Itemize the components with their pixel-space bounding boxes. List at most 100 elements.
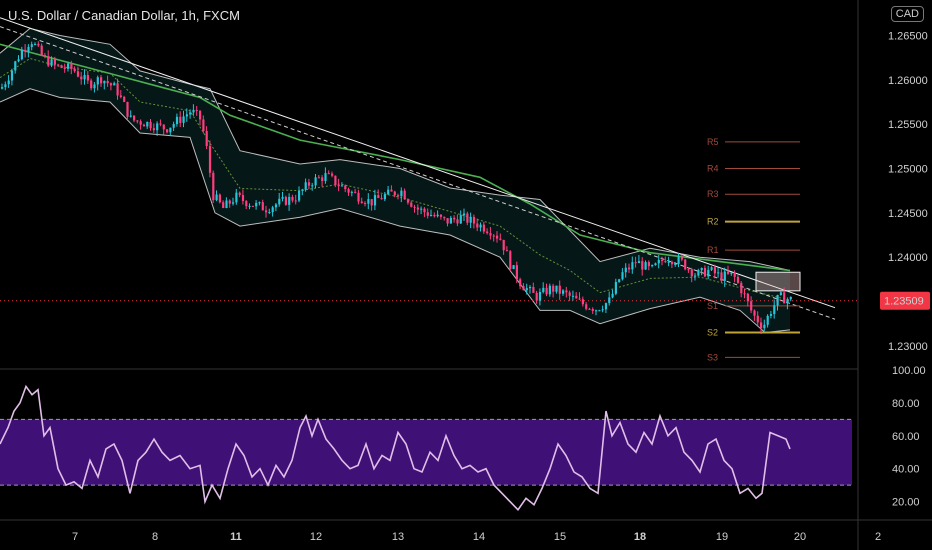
candle-body: [624, 267, 627, 273]
candle-body: [109, 83, 113, 86]
candle-body: [482, 224, 485, 232]
candle-body: [707, 269, 710, 277]
candle-body: [337, 184, 340, 187]
candle-body: [57, 64, 60, 66]
candle-body: [218, 194, 221, 203]
candle-body: [766, 315, 769, 325]
candle-body: [581, 299, 584, 305]
candle-body: [403, 190, 406, 200]
candle-body: [443, 216, 446, 219]
candle-body: [347, 189, 350, 193]
candle-body: [436, 214, 439, 217]
candle-body: [555, 285, 558, 292]
candle-body: [373, 195, 377, 206]
candle-body: [199, 110, 202, 120]
rsi-tick-label: 80.00: [892, 398, 920, 410]
candle-body: [393, 191, 396, 196]
candle-body: [558, 285, 561, 294]
candle-body: [166, 129, 169, 133]
candle-body: [601, 309, 604, 311]
candle-body: [753, 310, 756, 316]
candle-body: [529, 286, 532, 289]
candle-body: [70, 63, 73, 69]
candle-body: [340, 185, 344, 187]
currency-badge[interactable]: CAD: [890, 6, 924, 22]
candle-body: [736, 276, 740, 283]
candle-body: [232, 202, 235, 204]
candle-body: [763, 324, 766, 329]
candle-body: [116, 83, 119, 96]
candle-body: [364, 203, 367, 205]
candle-body: [212, 172, 215, 201]
candle-body: [76, 71, 80, 77]
price-pane: R5 R4 R3 R2 R1 S1 S2 S3: [0, 17, 858, 362]
candle-body: [321, 177, 324, 182]
candle-body: [43, 55, 47, 57]
rsi-band: [0, 419, 852, 486]
price-tick-label: 1.24500: [888, 208, 928, 220]
candle-body: [152, 128, 155, 131]
candle-body: [717, 272, 720, 274]
candle-body: [492, 235, 495, 237]
candle-body: [63, 67, 66, 69]
candle-body: [40, 45, 43, 56]
rsi-tick-label: 20.00: [892, 497, 920, 509]
candle-body: [142, 124, 146, 127]
time-tick-label: 12: [310, 531, 322, 543]
candle-body: [370, 199, 373, 206]
pivot-label-s2: S2: [707, 328, 718, 338]
candle-body: [7, 80, 10, 85]
candle-body: [585, 304, 588, 309]
candle-body: [769, 314, 773, 316]
rsi-tick-label: 40.00: [892, 464, 920, 476]
candle-body: [50, 59, 53, 66]
candle-body: [433, 215, 436, 217]
candle-body: [664, 261, 667, 263]
candle-body: [255, 202, 258, 207]
time-tick-label: 11: [230, 531, 242, 543]
candle-body: [446, 218, 449, 224]
rsi-line: [0, 384, 791, 512]
candle-body: [608, 297, 611, 304]
candle-body: [172, 124, 175, 128]
candle-body: [515, 265, 518, 280]
price-tick-label: 1.25000: [888, 163, 928, 175]
rsi-tick-label: 100.00: [892, 365, 926, 377]
candle-body: [291, 196, 294, 201]
candle-body: [288, 196, 291, 205]
candle-body: [400, 190, 403, 197]
time-tick-label: 18: [634, 531, 646, 543]
candle-body: [670, 261, 674, 265]
candle-body: [261, 202, 264, 211]
candle-body: [331, 173, 334, 176]
candle-body: [307, 182, 311, 186]
candle-body: [654, 263, 657, 266]
candle-body: [680, 256, 683, 260]
candle-body: [169, 127, 172, 133]
candle-body: [301, 189, 304, 191]
candle-body: [578, 298, 581, 300]
candle-body: [27, 46, 30, 52]
candle-body: [727, 271, 730, 274]
candle-body: [598, 310, 601, 312]
candle-body: [631, 262, 634, 270]
rsi-pane: [0, 384, 852, 512]
candle-body: [489, 233, 492, 236]
price-tick-label: 1.26000: [888, 75, 928, 87]
candle-body: [505, 250, 509, 252]
candle-body: [265, 210, 268, 213]
candle-body: [756, 315, 759, 323]
candle-body: [354, 191, 357, 193]
candle-body: [334, 175, 337, 185]
candle-body: [565, 290, 568, 293]
candle-body: [723, 271, 726, 281]
candle-body: [690, 269, 693, 277]
pivot-label-r3: R3: [707, 189, 719, 199]
candle-body: [568, 292, 571, 296]
chart-title: U.S. Dollar / Canadian Dollar, 1h, FXCM: [8, 8, 240, 23]
candle-body: [674, 263, 677, 265]
candle-body: [208, 146, 212, 173]
candle-body: [661, 259, 664, 262]
candle-body: [228, 200, 231, 204]
